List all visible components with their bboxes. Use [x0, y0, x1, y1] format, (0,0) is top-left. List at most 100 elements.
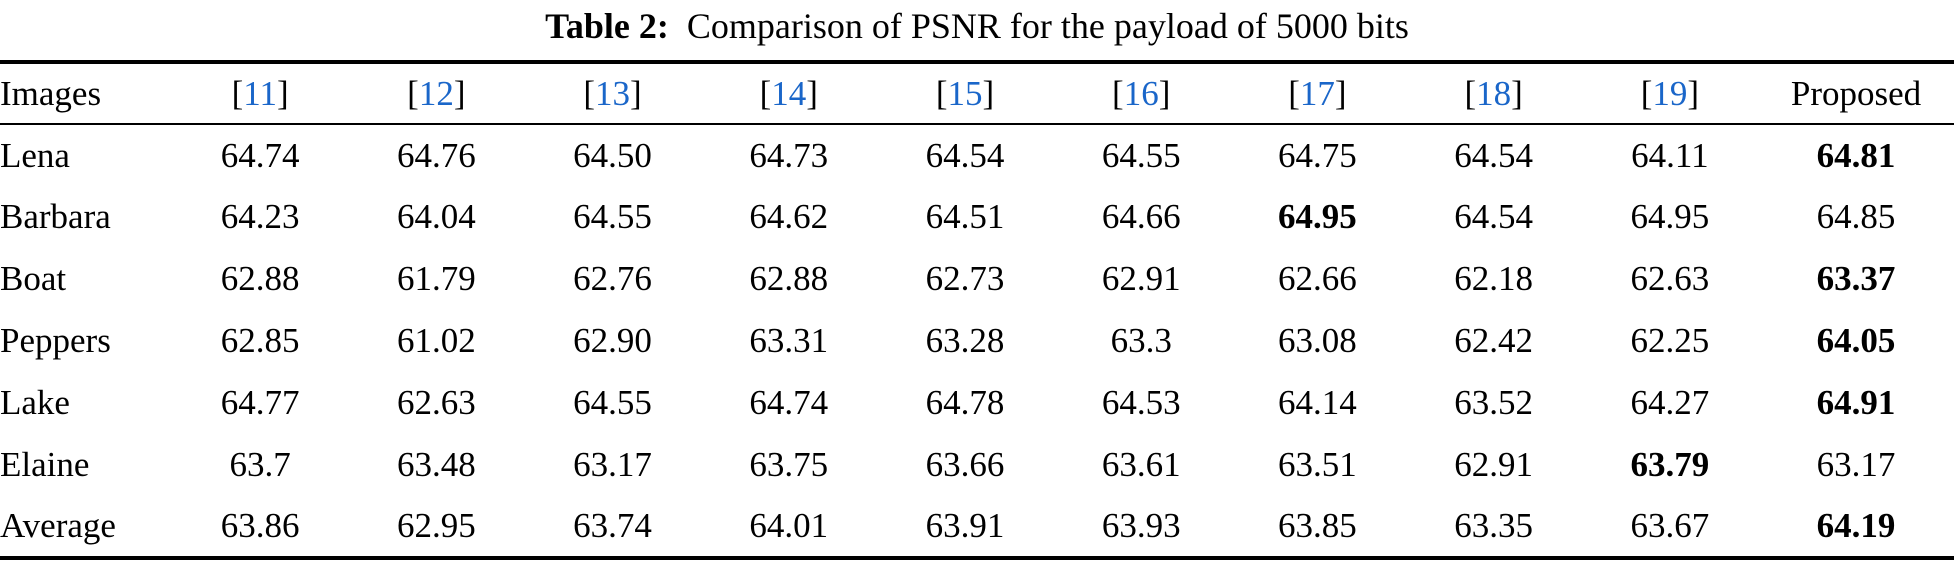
psnr-value-cell: 62.63: [1630, 259, 1710, 298]
psnr-value-cell: 64.51: [925, 197, 1005, 236]
psnr-value-cell: 63.48: [396, 445, 476, 484]
psnr-value-cell: 63.37: [1816, 259, 1896, 298]
psnr-value-cell: 62.42: [1454, 321, 1534, 360]
citation-link-13[interactable]: 13: [595, 73, 631, 113]
table-caption-text: Comparison of PSNR for the payload of 50…: [686, 6, 1409, 46]
psnr-value-cell: 62.73: [925, 259, 1005, 298]
psnr-value-cell: 64.23: [220, 197, 300, 236]
psnr-value-cell: 64.66: [1101, 197, 1181, 236]
column-header-citation-11: [11]: [231, 73, 289, 113]
psnr-value-cell: 63.28: [925, 321, 1005, 360]
psnr-value-cell: 62.88: [220, 259, 300, 298]
citation-link-19[interactable]: 19: [1652, 73, 1688, 113]
psnr-comparison-table: Images [11] [12] [13] [14] [15] [16] [17] [18] [1…: [0, 60, 1954, 560]
psnr-value-cell: 64.81: [1816, 135, 1896, 175]
psnr-value-cell: 62.88: [749, 259, 829, 298]
citation-link-17[interactable]: 17: [1299, 73, 1335, 113]
psnr-value-cell: 64.77: [220, 383, 300, 422]
psnr-value-cell: 63.17: [1816, 445, 1896, 484]
column-header-citation-19: [19]: [1640, 73, 1700, 113]
psnr-value-cell: 64.62: [749, 197, 829, 236]
psnr-value-cell: 63.51: [1278, 445, 1357, 484]
psnr-value-cell: 63.86: [220, 506, 300, 545]
psnr-value-cell: 64.05: [1816, 321, 1896, 360]
psnr-value-cell: 64.53: [1101, 383, 1181, 422]
psnr-value-cell: 62.76: [573, 259, 652, 298]
column-header-images: Images: [0, 73, 102, 113]
psnr-value-cell: 64.19: [1816, 506, 1896, 545]
image-name-cell: Barbara: [0, 197, 111, 236]
header-row: Images [11] [12] [13] [14] [15] [16] [17] [18] [1…: [0, 62, 1954, 124]
table-row-lake: Lake 64.77 62.63 64.55 64.74 64.78 64.53 64.14 6…: [0, 372, 1954, 434]
psnr-value-cell: 64.74: [220, 135, 300, 175]
table-row-lena: Lena 64.74 64.76 64.50 64.73 64.54 64.55 64.75 6…: [0, 124, 1954, 186]
psnr-value-cell: 64.76: [396, 135, 476, 175]
column-header-citation-15: [15]: [935, 73, 995, 113]
table-body: Lena 64.74 64.76 64.50 64.73 64.54 64.55 64.75 6…: [0, 124, 1954, 558]
table-row-elaine: Elaine 63.7 63.48 63.17 63.75 63.66 63.61 63.51…: [0, 434, 1954, 496]
psnr-value-cell: 63.93: [1101, 506, 1181, 545]
table-row-average: Average 63.86 62.95 63.74 64.01 63.91 63.93 63.…: [0, 496, 1954, 558]
citation-link-15[interactable]: 15: [947, 73, 983, 113]
table-row-barbara: Barbara 64.23 64.04 64.55 64.62 64.51 64.66 64.…: [0, 186, 1954, 248]
psnr-value-cell: 61.02: [396, 321, 476, 360]
image-name-cell: Lena: [0, 135, 70, 175]
psnr-value-cell: 64.04: [396, 197, 476, 236]
psnr-value-cell: 62.85: [220, 321, 300, 360]
psnr-value-cell: 64.74: [749, 383, 829, 422]
psnr-value-cell: 63.7: [229, 445, 291, 484]
psnr-value-cell: 63.75: [749, 445, 829, 484]
citation-link-18[interactable]: 18: [1476, 73, 1512, 113]
psnr-value-cell: 64.85: [1816, 197, 1896, 236]
psnr-value-cell: 64.95: [1630, 197, 1710, 236]
psnr-value-cell: 63.35: [1454, 506, 1534, 545]
psnr-value-cell: 64.75: [1278, 135, 1357, 175]
psnr-value-cell: 63.61: [1101, 445, 1181, 484]
psnr-value-cell: 63.74: [573, 506, 652, 545]
psnr-value-cell: 64.91: [1816, 383, 1896, 422]
image-name-cell: Elaine: [0, 445, 90, 484]
psnr-value-cell: 63.31: [749, 321, 829, 360]
psnr-value-cell: 63.67: [1630, 506, 1710, 545]
table-row-boat: Boat 62.88 61.79 62.76 62.88 62.73 62.91 62.66 6…: [0, 248, 1954, 310]
psnr-value-cell: 63.3: [1110, 321, 1172, 360]
psnr-value-cell: 64.95: [1278, 197, 1357, 236]
psnr-value-cell: 64.14: [1278, 383, 1357, 422]
psnr-value-cell: 62.90: [573, 321, 652, 360]
psnr-value-cell: 62.91: [1454, 445, 1534, 484]
psnr-value-cell: 64.78: [925, 383, 1005, 422]
citation-link-14[interactable]: 14: [771, 73, 807, 113]
psnr-value-cell: 62.25: [1630, 321, 1710, 360]
psnr-value-cell: 62.63: [396, 383, 476, 422]
image-name-cell: Boat: [0, 259, 67, 298]
table-header: Images [11] [12] [13] [14] [15] [16] [17] [18] [1…: [0, 62, 1954, 124]
psnr-value-cell: 64.55: [1101, 135, 1181, 175]
psnr-value-cell: 62.18: [1454, 259, 1534, 298]
citation-link-11[interactable]: 11: [243, 73, 277, 113]
column-header-citation-17: [17]: [1288, 73, 1347, 113]
psnr-value-cell: 62.91: [1101, 259, 1181, 298]
psnr-value-cell: 64.11: [1631, 135, 1709, 175]
psnr-value-cell: 64.55: [573, 197, 652, 236]
psnr-value-cell: 63.85: [1278, 506, 1357, 545]
psnr-value-cell: 64.55: [573, 383, 652, 422]
psnr-value-cell: 61.79: [396, 259, 476, 298]
psnr-value-cell: 64.01: [749, 506, 829, 545]
citation-link-16[interactable]: 16: [1123, 73, 1159, 113]
column-header-proposed: Proposed: [1790, 73, 1922, 113]
psnr-value-cell: 64.27: [1630, 383, 1710, 422]
psnr-value-cell: 64.54: [1454, 197, 1534, 236]
psnr-value-cell: 64.54: [925, 135, 1005, 175]
psnr-value-cell: 63.91: [925, 506, 1005, 545]
psnr-value-cell: 63.17: [573, 445, 652, 484]
psnr-value-cell: 63.08: [1278, 321, 1357, 360]
table-row-peppers: Peppers 62.85 61.02 62.90 63.31 63.28 63.3 63.0…: [0, 310, 1954, 372]
citation-link-12[interactable]: 12: [418, 73, 454, 113]
psnr-value-cell: 64.73: [749, 135, 829, 175]
psnr-value-cell: 64.54: [1454, 135, 1534, 175]
psnr-value-cell: 64.50: [573, 135, 652, 175]
psnr-value-cell: 62.66: [1278, 259, 1357, 298]
column-header-citation-14: [14]: [759, 73, 818, 113]
table-caption-label: Table 2:: [545, 6, 669, 46]
image-name-cell: Average: [0, 506, 116, 545]
